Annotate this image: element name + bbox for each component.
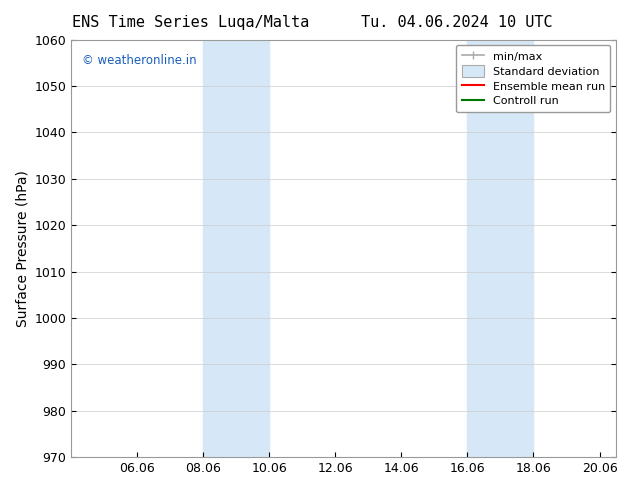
Y-axis label: Surface Pressure (hPa): Surface Pressure (hPa) bbox=[15, 170, 29, 327]
Text: Tu. 04.06.2024 10 UTC: Tu. 04.06.2024 10 UTC bbox=[361, 15, 552, 30]
Bar bbox=[467, 40, 533, 457]
Legend: min/max, Standard deviation, Ensemble mean run, Controll run: min/max, Standard deviation, Ensemble me… bbox=[456, 45, 611, 112]
Text: © weatheronline.in: © weatheronline.in bbox=[82, 54, 197, 67]
Bar bbox=[204, 40, 269, 457]
Text: ENS Time Series Luqa/Malta: ENS Time Series Luqa/Malta bbox=[72, 15, 309, 30]
